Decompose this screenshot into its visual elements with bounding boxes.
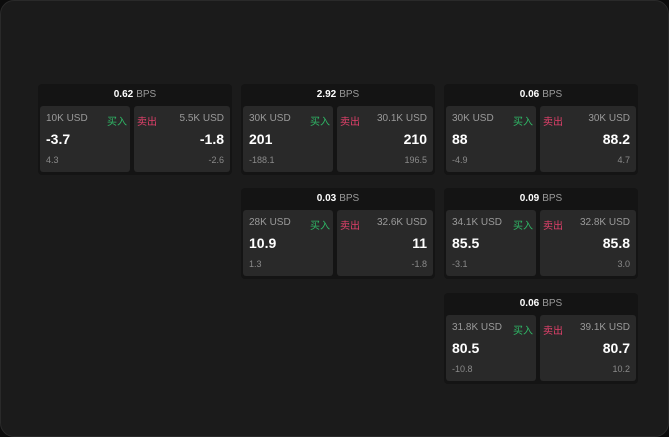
- spread-header: 0.06 BPS: [444, 293, 638, 314]
- spread-value: 0.09: [519, 193, 540, 204]
- bid-change: -188.1: [249, 155, 275, 165]
- quote-group: 2.92 BPS 30K USD 买入 201 -188.1 卖出 30.1K USD 21…: [241, 84, 435, 175]
- buy-label: 买入: [513, 221, 533, 232]
- quote-group: 0.06 BPS 31.8K USD 买入 80.5 -10.8 卖出 39.1K USD…: [444, 293, 638, 384]
- spread-header: 0.09 BPS: [444, 188, 638, 209]
- bid-price: 10.9: [249, 235, 277, 251]
- ask-change: -1.8: [411, 259, 427, 269]
- bid-size: 10K USD: [46, 113, 88, 124]
- sell-cell[interactable]: 卖出 30.1K USD 210 196.5: [337, 106, 433, 172]
- spread-header: 0.06 BPS: [444, 84, 638, 105]
- ask-size: 39.1K USD: [579, 322, 630, 333]
- sell-cell[interactable]: 卖出 5.5K USD -1.8 -2.6: [134, 106, 230, 172]
- ask-price: 11: [412, 235, 427, 251]
- ask-change: 196.5: [404, 155, 427, 165]
- ask-change: 10.2: [612, 364, 630, 374]
- ask-price: 88.2: [602, 131, 630, 147]
- spread-header: 2.92 BPS: [241, 84, 435, 105]
- buy-label: 买入: [310, 221, 330, 232]
- ask-change: 3.0: [617, 259, 630, 269]
- buy-cell[interactable]: 30K USD 买入 201 -188.1: [243, 106, 333, 172]
- bid-size: 31.8K USD: [452, 322, 503, 333]
- spread-header: 0.03 BPS: [241, 188, 435, 209]
- bid-size: 34.1K USD: [452, 217, 503, 228]
- bid-size: 30K USD: [452, 113, 494, 124]
- bid-price: 80.5: [452, 340, 480, 356]
- bid-change: -4.9: [452, 155, 468, 165]
- sell-cell[interactable]: 卖出 30K USD 88.2 4.7: [540, 106, 636, 172]
- sell-cell[interactable]: 卖出 32.8K USD 85.8 3.0: [540, 210, 636, 276]
- spread-unit: BPS: [542, 298, 563, 309]
- spread-value: 0.62: [113, 89, 134, 100]
- spread-value: 0.06: [519, 298, 540, 309]
- bid-size: 28K USD: [249, 217, 291, 228]
- ask-price: 210: [403, 131, 427, 147]
- ask-size: 32.6K USD: [376, 217, 427, 228]
- bid-change: -3.1: [452, 259, 468, 269]
- spread-header: 0.62 BPS: [38, 84, 232, 105]
- spread-value: 0.03: [316, 193, 337, 204]
- ask-size: 5.5K USD: [179, 113, 224, 124]
- ask-size: 30.1K USD: [376, 113, 427, 124]
- sell-label: 卖出: [543, 326, 563, 337]
- ask-change: -2.6: [208, 155, 224, 165]
- bid-change: 4.3: [46, 155, 59, 165]
- buy-label: 买入: [513, 326, 533, 337]
- buy-cell[interactable]: 30K USD 买入 88 -4.9: [446, 106, 536, 172]
- buy-label: 买入: [513, 117, 533, 128]
- sell-cell[interactable]: 卖出 32.6K USD 11 -1.8: [337, 210, 433, 276]
- spread-unit: BPS: [339, 89, 360, 100]
- quote-group: 0.62 BPS 10K USD 买入 -3.7 4.3 卖出 5.5K USD -1.8 -…: [38, 84, 232, 175]
- spread-unit: BPS: [339, 193, 360, 204]
- buy-cell[interactable]: 31.8K USD 买入 80.5 -10.8: [446, 315, 536, 381]
- sell-cell[interactable]: 卖出 39.1K USD 80.7 10.2: [540, 315, 636, 381]
- ask-size: 32.8K USD: [579, 217, 630, 228]
- quote-group: 0.03 BPS 28K USD 买入 10.9 1.3 卖出 32.6K USD 11 -1…: [241, 188, 435, 279]
- buy-cell[interactable]: 10K USD 买入 -3.7 4.3: [40, 106, 130, 172]
- buy-cell[interactable]: 28K USD 买入 10.9 1.3: [243, 210, 333, 276]
- spread-unit: BPS: [542, 193, 563, 204]
- quote-group: 0.09 BPS 34.1K USD 买入 85.5 -3.1 卖出 32.8K USD 8…: [444, 188, 638, 279]
- bid-price: 85.5: [452, 235, 480, 251]
- sell-label: 卖出: [543, 117, 563, 128]
- buy-label: 买入: [107, 117, 127, 128]
- ask-price: 80.7: [602, 340, 630, 356]
- ask-price: -1.8: [199, 131, 224, 147]
- spread-unit: BPS: [136, 89, 157, 100]
- spread-value: 2.92: [316, 89, 337, 100]
- bid-price: 201: [249, 131, 273, 147]
- quote-group: 0.06 BPS 30K USD 买入 88 -4.9 卖出 30K USD 88.2 4.7: [444, 84, 638, 175]
- buy-cell[interactable]: 34.1K USD 买入 85.5 -3.1: [446, 210, 536, 276]
- sell-label: 卖出: [340, 117, 360, 128]
- bid-change: 1.3: [249, 259, 262, 269]
- bid-change: -10.8: [452, 364, 473, 374]
- sell-label: 卖出: [543, 221, 563, 232]
- bid-size: 30K USD: [249, 113, 291, 124]
- bid-price: -3.7: [46, 131, 71, 147]
- spread-unit: BPS: [542, 89, 563, 100]
- bid-price: 88: [452, 131, 468, 147]
- ask-price: 85.8: [602, 235, 630, 251]
- buy-label: 买入: [310, 117, 330, 128]
- sell-label: 卖出: [137, 117, 157, 128]
- ask-change: 4.7: [617, 155, 630, 165]
- ask-size: 30K USD: [588, 113, 630, 124]
- sell-label: 卖出: [340, 221, 360, 232]
- spread-value: 0.06: [519, 89, 540, 100]
